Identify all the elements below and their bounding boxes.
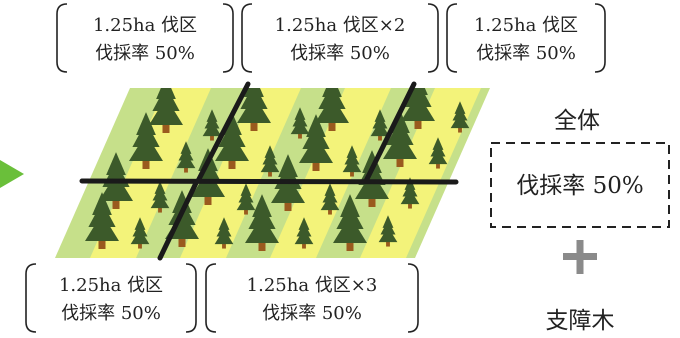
bracket	[594, 3, 606, 73]
conifer-tree-icon	[450, 101, 470, 133]
plot-label: 1.25ha 伐区×3 伐採率 50%	[205, 263, 419, 333]
plot-label-line1: 1.25ha 伐区	[59, 275, 163, 296]
conifer-tree-icon	[342, 145, 362, 177]
diagonal-boundary-line	[363, 81, 417, 184]
conifer-tree-icon	[320, 183, 340, 215]
conifer-tree-icon	[378, 215, 398, 247]
yellow-stripe	[90, 88, 211, 258]
conifer-tree-icon	[315, 88, 349, 131]
conifer-tree-icon	[149, 88, 183, 133]
conifer-tree-icon	[176, 141, 196, 173]
summary-footer: 支障木	[546, 308, 615, 334]
diagonal-boundary-line	[157, 180, 199, 261]
conifer-tree-icon	[290, 107, 310, 139]
conifer-tree-icon	[370, 109, 390, 141]
conifer-tree-icon	[383, 110, 417, 167]
yellow-stripe	[180, 88, 301, 258]
conifer-tree-icon	[428, 137, 448, 169]
bracket	[427, 3, 439, 73]
conifer-tree-icon	[130, 217, 150, 249]
conifer-tree-icon	[150, 181, 170, 213]
arrow-right-icon	[0, 160, 24, 188]
summary-title: 全体	[554, 108, 600, 134]
conifer-tree-icon	[236, 183, 256, 215]
plot-label-line1: 1.25ha 伐区	[474, 15, 578, 36]
plot-boundaries	[79, 81, 459, 261]
conifer-tree-icon	[260, 145, 280, 177]
bracket	[407, 263, 419, 333]
conifer-tree-icon	[294, 217, 314, 249]
summary-box-text: 伐採率 50%	[516, 173, 643, 199]
bracket	[241, 3, 253, 73]
conifer-tree-icon	[214, 217, 234, 249]
summary-box	[490, 142, 670, 228]
conifer-tree-icon	[245, 194, 279, 251]
plot-label-line2: 伐採率 50%	[262, 303, 362, 324]
plus-icon	[563, 240, 597, 274]
forest-stand	[55, 88, 490, 258]
conifer-tree-icon	[129, 112, 163, 169]
bracket	[205, 263, 217, 333]
conifer-tree-icon	[333, 194, 367, 251]
conifer-tree-icon	[202, 109, 222, 141]
yellow-stripe	[270, 88, 391, 258]
conifer-tree-icon	[85, 192, 119, 249]
bracket	[25, 263, 37, 333]
yellow-stripe	[360, 88, 481, 258]
horizontal-boundary-line	[79, 178, 459, 185]
plot-label-line1: 1.25ha 伐区	[93, 15, 197, 36]
bracket	[446, 3, 458, 73]
conifer-tree-icon	[299, 114, 333, 171]
bracket	[222, 3, 234, 73]
conifer-tree-icon	[237, 88, 271, 131]
plot-label-line2: 伐採率 50%	[61, 303, 161, 324]
diagonal-boundary-line	[195, 81, 251, 184]
plot-label-line1: 1.25ha 伐区×2	[275, 15, 406, 36]
plot-label-line2: 伐採率 50%	[95, 43, 195, 64]
bracket	[56, 3, 68, 73]
plot-label: 1.25ha 伐区×2 伐採率 50%	[241, 3, 439, 73]
plot-label-line2: 伐採率 50%	[290, 43, 390, 64]
plot-label-line2: 伐採率 50%	[476, 43, 576, 64]
plot-label-line1: 1.25ha 伐区×3	[247, 275, 378, 296]
bracket	[185, 263, 197, 333]
